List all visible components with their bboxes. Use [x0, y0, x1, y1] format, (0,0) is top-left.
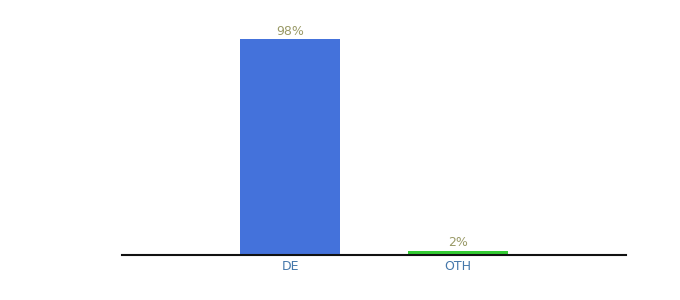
- Text: 2%: 2%: [448, 236, 468, 250]
- Text: 98%: 98%: [276, 25, 304, 38]
- Bar: [240, 39, 341, 255]
- Bar: [407, 250, 508, 255]
